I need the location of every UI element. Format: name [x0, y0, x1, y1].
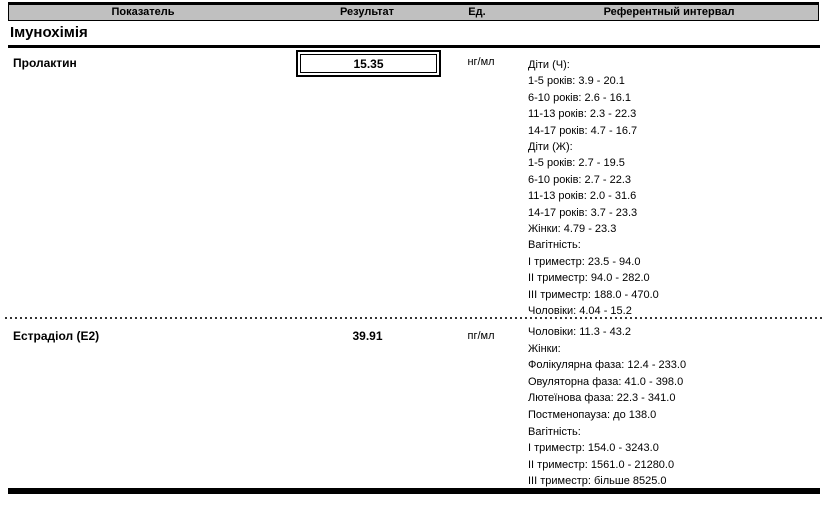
- result-box: 15.35: [296, 50, 441, 77]
- reference-line: II триместр: 1561.0 - 21280.0: [528, 458, 675, 471]
- row-divider-dotted: [5, 317, 822, 319]
- reference-line: Чоловіки: 4.04 - 15.2: [528, 305, 632, 318]
- result-value: 15.35: [300, 54, 437, 73]
- reference-line: Діти (Ж):: [528, 141, 573, 154]
- column-header-unit: Ед.: [468, 6, 486, 18]
- parameter-name: Пролактин: [13, 56, 77, 70]
- reference-line: 6-10 років: 2.7 - 22.3: [528, 173, 631, 186]
- table-header: Показатель Результат Ед. Референтный инт…: [8, 2, 819, 21]
- column-header-result: Результат: [339, 6, 395, 18]
- parameter-name: Естрадіол (Е2): [13, 329, 100, 343]
- reference-line: 1-5 років: 2.7 - 19.5: [528, 157, 625, 170]
- reference-line: Чоловіки: 11.3 - 43.2: [528, 326, 632, 338]
- reference-line: Фолікулярна фаза: 12.4 - 233.0: [528, 359, 687, 372]
- reference-line: Вагітність:: [528, 239, 581, 252]
- column-header-indicator: Показатель: [111, 6, 175, 18]
- reference-line: 14-17 років: 4.7 - 16.7: [528, 124, 638, 137]
- reference-interval-list: Діти (Ч): 1-5 років: 3.9 - 20.1 6-10 років…: [528, 57, 659, 320]
- reference-line: Лютеїнова фаза: 22.3 - 341.0: [528, 392, 676, 405]
- reference-line: Овуляторна фаза: 41.0 - 398.0: [528, 375, 684, 388]
- section-divider: [8, 45, 820, 48]
- reference-line: II триместр: 94.0 - 282.0: [528, 272, 650, 285]
- reference-line: 14-17 років: 3.7 - 23.3: [528, 206, 638, 219]
- reference-line: I триместр: 23.5 - 94.0: [528, 255, 641, 268]
- reference-line: III триместр: 188.0 - 470.0: [528, 288, 659, 301]
- reference-line: 11-13 років: 2.0 - 31.6: [528, 190, 637, 203]
- section-title: Імунохімія: [10, 24, 88, 41]
- result-value: 39.91: [352, 329, 383, 343]
- reference-line: 6-10 років: 2.6 - 16.1: [528, 91, 631, 104]
- unit-label: пг/мл: [467, 330, 495, 342]
- reference-line: Постменопауза: до 138.0: [528, 408, 657, 421]
- reference-interval-list: Чоловіки: 11.3 - 43.2 Жінки: Фолікулярна ф…: [528, 324, 686, 490]
- reference-line: I триместр: 154.0 - 3243.0: [528, 442, 659, 455]
- column-header-reference: Референтный интервал: [603, 6, 735, 18]
- reference-line: 1-5 років: 3.9 - 20.1: [528, 75, 625, 88]
- reference-line: Жінки:: [528, 342, 561, 355]
- reference-line: Жінки: 4.79 - 23.3: [528, 223, 617, 236]
- reference-line: Діти (Ч):: [528, 59, 570, 71]
- reference-line: Вагітність:: [528, 425, 581, 438]
- report-bottom-rule: [8, 488, 820, 494]
- unit-label: нг/мл: [467, 56, 495, 68]
- reference-line: 11-13 років: 2.3 - 22.3: [528, 108, 637, 121]
- reference-line: III триместр: більше 8525.0: [528, 475, 667, 488]
